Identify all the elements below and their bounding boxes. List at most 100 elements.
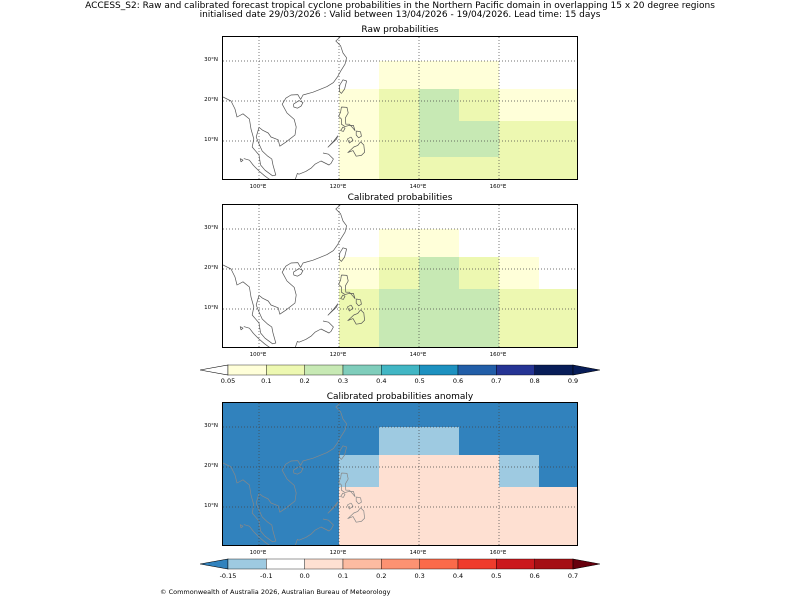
coastline [355,298,362,307]
colorbar-tick-label: 0.05 [220,377,236,385]
colorbar-tick-label: 0.3 [337,377,349,385]
map-canvas [223,37,577,179]
coastline [295,518,334,545]
lon-tick-label: 100°E [249,352,267,358]
colorbar-bin [496,364,535,376]
lon-tick-label: 160°E [489,184,507,190]
colorbar-extend-low [200,558,229,570]
coastline [295,152,334,179]
probability-cell [419,157,459,179]
colorbar-bin [304,558,344,570]
lon-tick-label: 100°E [249,184,267,190]
probability-cell [339,257,379,289]
probability-cell [499,455,539,487]
coastline [347,304,354,312]
colorbar-bin [534,364,574,376]
colorbar-bin [457,558,497,570]
probability-cell [339,289,379,347]
colorbar-bin [496,558,535,570]
probability-cell [339,455,379,487]
coastline [338,274,356,299]
lon-tick-label: 100°E [249,550,267,556]
panel-title-raw: Raw probabilities [361,25,439,35]
probability-cell [459,289,499,347]
lon-tick-label: 140°E [409,352,427,358]
colorbar-bin [342,558,382,570]
colorbar-tick-label: 0.2 [376,572,387,580]
colorbar-tick-label: 0.8 [529,377,540,385]
colorbar-tick-label: 0.7 [491,377,502,385]
lon-tick-label: 120°E [329,184,347,190]
probability-cell [379,289,419,347]
lon-tick-label: 140°E [409,550,427,556]
lon-tick-label: 160°E [489,550,507,556]
map-canvas [223,205,577,347]
probability-cell [419,455,459,487]
colorbar-bin [381,558,420,570]
probability-cell [539,455,577,487]
coastline [293,100,304,109]
lat-tick-label: 30°N [204,423,218,429]
probability-cell [459,257,499,289]
colorbar-tick-label: 0.1 [261,377,272,385]
colorbar-tick-label: 0.6 [529,572,540,580]
probability-cell [459,455,499,487]
colorbar-bin [381,364,420,376]
coastline [327,303,339,316]
coastline [339,79,347,94]
colorbar-extend-high [572,558,600,570]
colorbar-tick-label: 0.1 [337,572,349,580]
colorbar-tick-label: 0.5 [414,377,425,385]
colorbar-bin [342,364,382,376]
lat-tick-label: 20°N [204,97,218,103]
coastline [347,309,365,325]
coastline [239,524,244,529]
colorbar-tick-label: 0.5 [491,572,502,580]
coastline [347,502,354,510]
probability-cell [339,487,379,545]
coastline [347,507,365,523]
colorbar-tick-label: 0.3 [414,572,425,580]
colorbar-bin [534,558,574,570]
coastline [243,524,270,545]
colorbar-bin [457,364,497,376]
colorbar-extend-low [200,364,229,376]
coastline [355,496,362,505]
coastline [239,158,244,163]
probability-colorbar [200,364,600,376]
coastline [338,106,356,131]
coastline [355,130,362,139]
probability-cell [499,257,539,289]
probability-cell [379,89,419,179]
coastline [327,135,339,148]
coastline [243,158,270,179]
lat-tick-label: 10°N [204,137,218,143]
coastline [327,501,339,514]
lon-tick-label: 140°E [409,184,427,190]
lat-tick-label: 20°N [204,463,218,469]
colorbar-tick-label: 0.7 [567,572,579,580]
copyright-notice: © Commonwealth of Australia 2026, Austra… [160,588,391,596]
coastline [340,294,346,300]
lat-tick-label: 30°N [204,225,218,231]
coastline [347,141,365,157]
panel-title-anomaly: Calibrated probabilities anomaly [326,392,474,402]
colorbar-tick-label: 0.0 [299,572,310,580]
probability-cell [379,487,499,545]
probability-cell [419,89,459,157]
lon-tick-label: 120°E [329,352,347,358]
colorbar-bin [227,558,267,570]
map-panel-raw [222,36,578,180]
map-canvas [223,403,577,545]
coastline [223,403,347,543]
probability-cell [459,89,499,121]
colorbar-bin [419,558,459,570]
coastline [223,37,347,177]
lat-tick-label: 20°N [204,265,218,271]
coastline [339,445,347,460]
lat-tick-label: 10°N [204,503,218,509]
coastline [338,472,356,497]
coastline [243,326,270,347]
colorbar-bin [304,364,344,376]
colorbar-tick-label: 0.6 [452,377,464,385]
